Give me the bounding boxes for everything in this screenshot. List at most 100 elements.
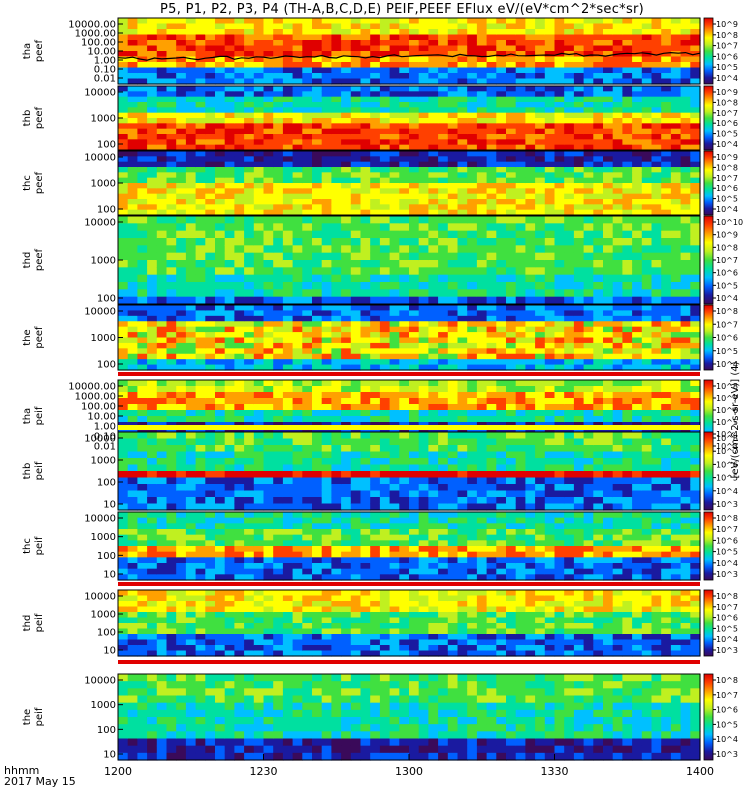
heatmap-cell (535, 398, 546, 405)
heatmap-cell (234, 230, 245, 239)
heatmap-cell (224, 398, 235, 405)
heatmap-cell (603, 260, 614, 268)
heatmap-cell (535, 118, 546, 124)
heatmap-cell (137, 404, 148, 411)
heatmap-cell (137, 78, 148, 85)
heatmap-cell (457, 112, 468, 119)
heatmap-cell (651, 118, 662, 124)
y-tick-label: 0.10 (94, 432, 116, 443)
heatmap-cell (622, 204, 633, 211)
heatmap-cell (234, 56, 245, 63)
heatmap-cell (603, 107, 614, 114)
heatmap-cell (195, 230, 206, 239)
heatmap-cell (379, 91, 391, 98)
heatmap-cell (535, 86, 546, 92)
heatmap-cell (389, 392, 400, 399)
heatmap-cell (312, 238, 323, 246)
heatmap-cell (583, 183, 594, 189)
heatmap-cell (273, 428, 284, 435)
heatmap-cell (409, 29, 420, 36)
heatmap-cell (176, 188, 187, 195)
y-tick-label: 100 (97, 205, 116, 216)
heatmap-cell (302, 183, 313, 189)
heatmap-cell (418, 337, 429, 344)
heatmap-cell (544, 172, 556, 179)
heatmap-cell (370, 223, 381, 232)
heatmap-cell (409, 296, 420, 305)
heatmap-cell (234, 458, 245, 466)
heatmap-cell (263, 274, 274, 283)
heatmap-cell (496, 118, 507, 124)
heatmap-cell (506, 484, 517, 492)
heatmap-cell (457, 78, 468, 85)
heatmap-cell (515, 230, 526, 239)
heatmap-cell (573, 177, 585, 184)
heatmap-cell (544, 310, 556, 317)
heatmap-cell (661, 274, 672, 283)
heatmap-cell (535, 51, 546, 58)
heatmap-cell (641, 183, 653, 189)
heatmap-cell (603, 315, 614, 322)
heatmap-cell (544, 199, 556, 205)
heatmap-cell (409, 326, 420, 333)
heatmap-cell (525, 315, 536, 322)
heatmap-cell (661, 18, 672, 25)
heatmap-cell (418, 342, 429, 349)
heatmap-cell (166, 167, 177, 173)
heatmap-cell (321, 342, 332, 349)
heatmap-cell (118, 326, 129, 333)
heatmap-cell (467, 326, 478, 333)
heatmap-cell (263, 471, 274, 479)
heatmap-cell (467, 274, 478, 283)
heatmap-cell (690, 289, 701, 298)
heatmap-cell (147, 245, 158, 254)
heatmap-cell (525, 183, 536, 189)
heatmap-cell (282, 416, 294, 423)
heatmap-cell (467, 216, 478, 224)
heatmap-cell (486, 151, 497, 157)
heatmap-cell (292, 464, 303, 472)
heatmap-cell (641, 107, 653, 114)
heatmap-cell (185, 193, 197, 200)
heatmap-cell (331, 438, 342, 446)
heatmap-cell (360, 432, 371, 440)
heatmap-cell (399, 364, 410, 371)
heatmap-cell (525, 123, 536, 130)
heatmap-cell (350, 86, 362, 92)
heatmap-cell (321, 410, 332, 417)
heatmap-cell (544, 332, 556, 339)
heatmap-cell (263, 23, 274, 30)
heatmap-cell (147, 416, 158, 423)
heatmap-cell (409, 432, 420, 440)
heatmap-cell (670, 315, 682, 322)
heatmap-cell (476, 326, 488, 333)
heatmap-cell (593, 315, 604, 322)
heatmap-cell (234, 45, 245, 52)
heatmap-cell (273, 432, 284, 440)
heatmap-cell (554, 156, 565, 163)
heatmap-cell (185, 274, 197, 283)
heatmap-cell (166, 223, 177, 232)
heatmap-cell (389, 177, 400, 184)
heatmap-cell (224, 156, 235, 163)
heatmap-cell (603, 139, 614, 146)
heatmap-cell (127, 91, 138, 98)
heatmap-cell (176, 404, 187, 411)
heatmap-cell (409, 315, 420, 322)
heatmap-cell (263, 51, 274, 58)
heatmap-cell (244, 204, 255, 211)
heatmap-cell (224, 296, 235, 305)
heatmap-cell (515, 102, 526, 108)
heatmap-cell (350, 321, 362, 328)
heatmap-cell (428, 112, 439, 119)
heatmap-cell (331, 78, 342, 85)
heatmap-cell (506, 282, 517, 290)
heatmap-cell (224, 282, 235, 290)
heatmap-cell (147, 252, 158, 261)
heatmap-cell (399, 464, 410, 472)
heatmap-cell (244, 112, 255, 119)
heatmap-cell (195, 404, 206, 411)
heatmap-cell (467, 172, 478, 179)
heatmap-cell (486, 326, 497, 333)
heatmap-cell (195, 438, 206, 446)
